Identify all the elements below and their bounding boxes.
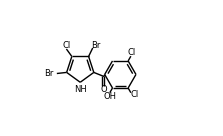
Text: Cl: Cl <box>130 90 138 99</box>
Text: NH: NH <box>74 85 87 94</box>
Text: Br: Br <box>91 41 100 50</box>
Text: Cl: Cl <box>127 48 135 57</box>
Text: OH: OH <box>103 92 116 101</box>
Text: Br: Br <box>44 69 54 78</box>
Text: O: O <box>101 85 107 94</box>
Text: Cl: Cl <box>62 41 70 50</box>
